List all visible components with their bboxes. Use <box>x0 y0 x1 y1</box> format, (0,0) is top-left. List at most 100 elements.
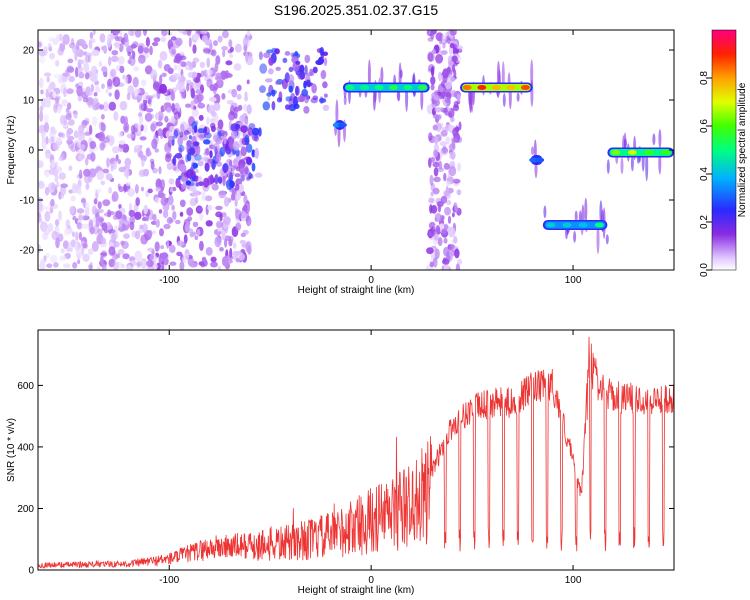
spectrogram-speckle <box>243 103 248 112</box>
spectrogram-speckle <box>191 155 196 163</box>
spectrogram-speckle <box>304 54 311 64</box>
spectrogram-speckle <box>454 126 460 133</box>
spectrogram-speckle <box>244 134 250 145</box>
spectrogram-speckle <box>223 196 230 207</box>
spectrogram-speckle <box>78 125 84 137</box>
spectrogram-speckle <box>205 147 210 156</box>
spectrogram-speckle <box>222 49 226 58</box>
spectrogram-speckle <box>150 220 157 225</box>
spectrogram-speckle <box>173 111 181 120</box>
spectrogram-speckle <box>78 169 83 179</box>
spectrogram-speckle <box>150 123 156 132</box>
spectrogram-speckle <box>254 172 263 178</box>
spectrogram-speckle <box>159 51 168 61</box>
spectrogram-speckle <box>224 238 228 248</box>
spectrogram-speckle <box>145 53 149 59</box>
spectrogram-smear <box>606 159 610 174</box>
spectrogram-speckle <box>99 104 105 110</box>
spectrogram-speckle <box>215 220 224 228</box>
spectrogram-speckle <box>178 76 187 83</box>
spectrogram-speckle <box>157 190 164 198</box>
spectrogram-speckle <box>112 160 117 170</box>
spectrogram-speckle <box>295 85 299 96</box>
spectrogram-speckle <box>96 265 101 270</box>
spectrogram-speckle <box>167 139 172 148</box>
spectrogram-speckle <box>75 66 79 78</box>
spectrogram-speckle <box>108 246 116 256</box>
spectrogram-speckle <box>456 189 462 196</box>
spectrogram-smear <box>531 146 534 156</box>
spectrogram-speckle <box>205 69 213 76</box>
spectrogram-speckle <box>447 105 451 112</box>
spectrogram-speckle <box>190 231 197 237</box>
spectrogram-speckle <box>134 88 138 98</box>
spectrogram-speckle <box>433 95 441 101</box>
snr-x-label: Height of straight line (km) <box>298 585 415 596</box>
spectrogram-speckle <box>183 129 190 136</box>
spectrogram-speckle <box>67 136 75 141</box>
spectrogram-speckle <box>63 87 67 98</box>
spectrogram-speckle <box>445 35 449 43</box>
spectrogram-speckle <box>77 207 84 214</box>
spectrogram-speckle <box>431 99 438 109</box>
spectrogram-speckle <box>127 85 135 95</box>
spectrogram-speckle <box>129 55 133 60</box>
snr-plot-area <box>38 330 674 570</box>
spectrogram-speckle <box>240 210 247 219</box>
spectrogram-speckle <box>171 116 176 124</box>
spectrogram-speckle <box>311 83 317 94</box>
spectrogram-speckle <box>437 236 443 247</box>
spectrogram-speckle <box>449 30 457 36</box>
spectrogram-speckle <box>191 121 198 130</box>
spectrogram-speckle <box>232 242 237 250</box>
spectrogram-speckle <box>125 182 132 186</box>
spectrogram-speckle <box>197 93 202 105</box>
spectrogram-speckle <box>134 211 142 220</box>
spectrogram-speckle <box>134 122 142 129</box>
spectrogram-y-tick-label: 10 <box>23 96 35 107</box>
spectrogram-speckle <box>436 201 444 207</box>
spectrogram-speckle <box>237 104 243 111</box>
spectrogram-speckle <box>233 63 242 71</box>
spectrogram-speckle <box>137 45 144 54</box>
spectrogram-speckle <box>57 74 63 85</box>
spectrogram-speckle <box>94 84 100 90</box>
spectrogram-speckle <box>169 125 175 132</box>
spectrogram-speckle <box>87 248 94 256</box>
spectrogram-speckle <box>429 174 434 186</box>
spectrogram-speckle <box>431 49 436 55</box>
spectrogram-speckle <box>39 105 44 113</box>
spectrogram-speckle <box>94 188 102 194</box>
spectrogram-speckle <box>38 182 45 190</box>
spectrogram-speckle <box>282 57 288 64</box>
spectrogram-speckle <box>193 71 198 78</box>
spectrogram-speckle <box>123 169 130 178</box>
spectrogram-speckle <box>171 204 175 211</box>
spectrogram-speckle <box>99 142 105 151</box>
spectrogram-speckle <box>123 233 130 240</box>
spectrogram-speckle <box>185 103 192 108</box>
spectrogram-speckle <box>76 222 83 230</box>
spectrogram-speckle <box>71 231 76 238</box>
spectrogram-speckle <box>430 191 434 197</box>
spectrogram-speckle <box>458 121 462 131</box>
spectrogram-line-body <box>344 84 428 91</box>
spectrogram-speckle <box>111 55 119 63</box>
spectrogram-speckle <box>434 107 442 113</box>
spectrogram-speckle <box>152 230 156 235</box>
spectrogram-smear <box>380 66 384 84</box>
spectrogram-speckle <box>112 30 121 35</box>
spectrogram-smear <box>630 155 634 172</box>
spectrogram-speckle <box>123 116 128 126</box>
spectrogram-speckle <box>438 160 443 170</box>
spectrogram-speckle <box>84 157 89 166</box>
spectrogram-speckle <box>130 43 137 49</box>
spectrogram-speckle <box>92 217 97 223</box>
spectrogram-speckle <box>232 141 240 151</box>
spectrogram-speckle <box>197 128 206 134</box>
spectrogram-speckle <box>77 149 85 155</box>
spectrogram-speckle <box>443 162 450 170</box>
colorbar-ticks: 0.0 0.2 0.4 0.6 0.8 <box>699 71 712 277</box>
spectrogram-speckle <box>113 111 119 121</box>
spectrogram-line-peak <box>627 150 637 155</box>
